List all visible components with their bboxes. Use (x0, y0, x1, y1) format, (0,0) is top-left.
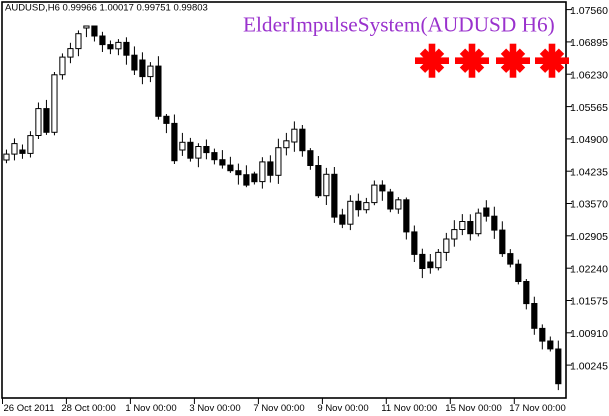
svg-text:1.07560: 1.07560 (570, 5, 608, 17)
svg-text:1.01575: 1.01575 (570, 296, 608, 308)
svg-text:9 Nov 00:00: 9 Nov 00:00 (317, 403, 368, 414)
svg-text:1.04235: 1.04235 (570, 166, 608, 178)
svg-text:11 Nov 00:00: 11 Nov 00:00 (381, 403, 437, 414)
svg-text:7 Nov 00:00: 7 Nov 00:00 (253, 403, 304, 414)
svg-text:28 Oct 00:00: 28 Oct 00:00 (61, 403, 115, 414)
svg-text:1.00245: 1.00245 (570, 360, 608, 372)
svg-text:26 Oct 2011: 26 Oct 2011 (4, 403, 55, 414)
svg-text:1.06230: 1.06230 (570, 69, 608, 81)
svg-text:1.02240: 1.02240 (570, 263, 608, 275)
svg-text:3 Nov 00:00: 3 Nov 00:00 (189, 403, 240, 414)
svg-text:1.02905: 1.02905 (570, 231, 608, 243)
svg-text:1.05565: 1.05565 (570, 102, 608, 114)
svg-text:15 Nov 00:00: 15 Nov 00:00 (445, 403, 502, 414)
svg-text:1.04900: 1.04900 (570, 134, 608, 146)
svg-text:1.00910: 1.00910 (570, 328, 608, 340)
svg-text:1 Nov 00:00: 1 Nov 00:00 (125, 403, 176, 414)
svg-text:AUDUSD,H6 0.99966 1.00017 0.9: AUDUSD,H6 0.99966 1.00017 0.99751 0.9980… (5, 3, 208, 14)
svg-text:1.03570: 1.03570 (570, 199, 608, 211)
svg-text:17 Nov 00:00: 17 Nov 00:00 (509, 403, 566, 414)
svg-text:1.06895: 1.06895 (570, 37, 608, 49)
svg-text:ElderImpulseSystem(AUDUSD H6): ElderImpulseSystem(AUDUSD H6) (243, 13, 555, 37)
